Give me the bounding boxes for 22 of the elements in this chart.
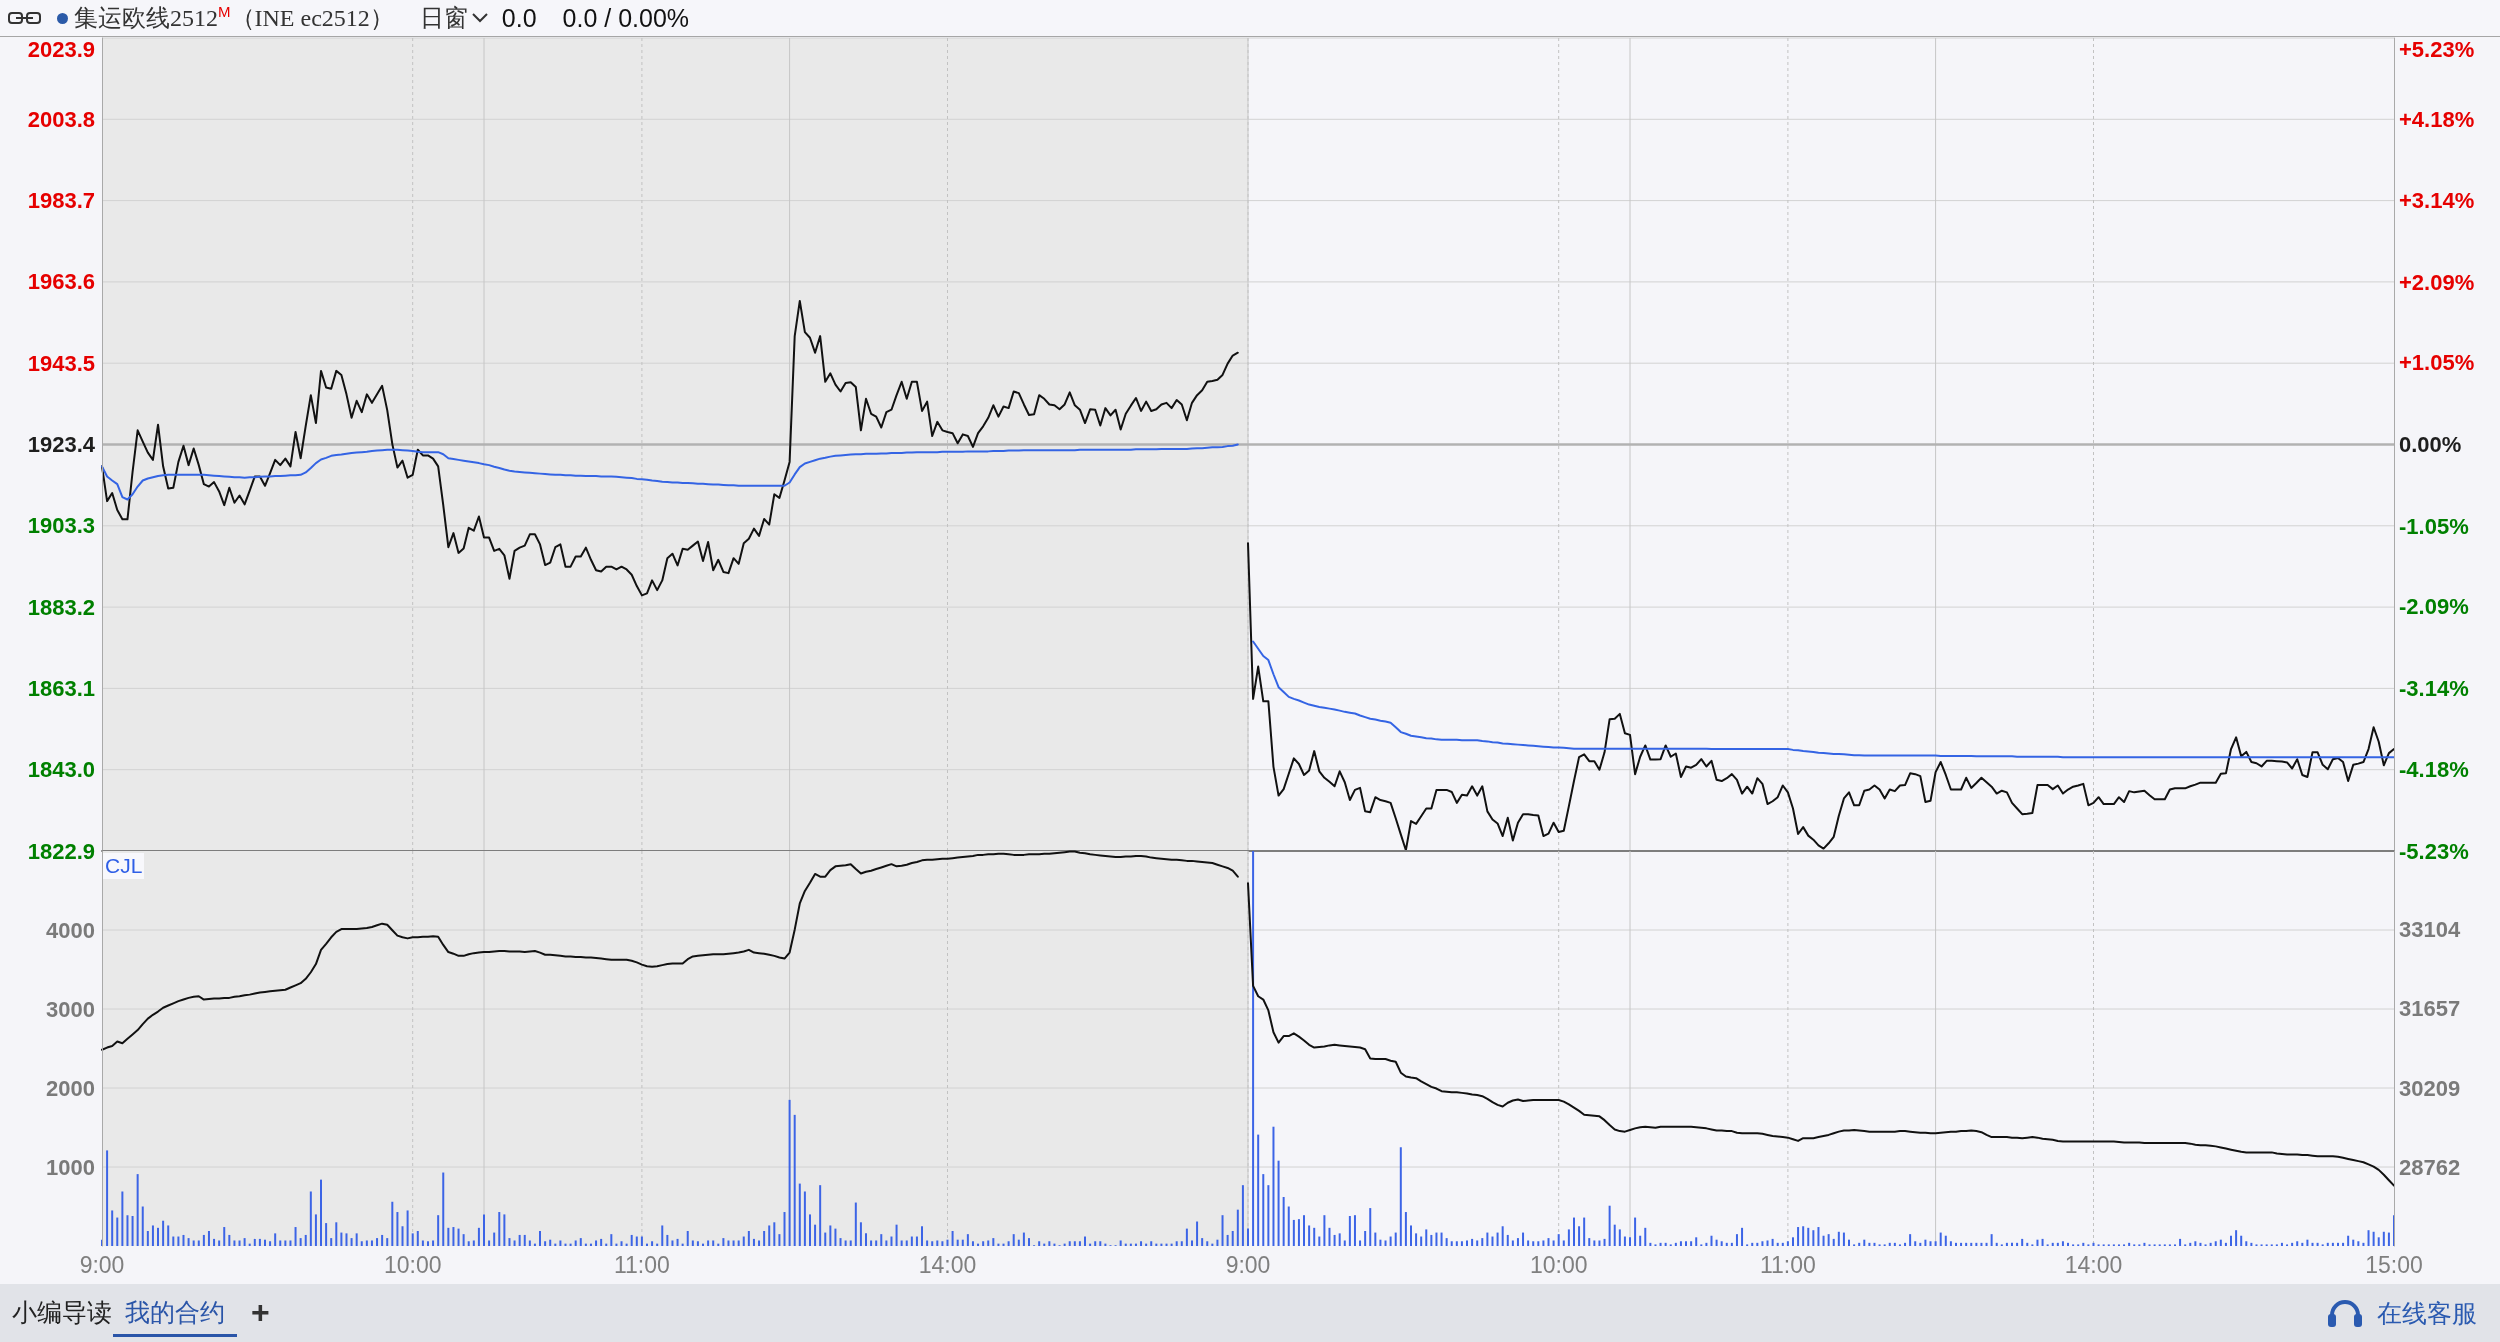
text: 我的合约 — [113, 1284, 237, 1337]
y-tick-label: 1000 — [46, 1154, 95, 1180]
x-tick-label: 14:00 — [2064, 1251, 2123, 1278]
y2-tick-label: 33104 — [2399, 917, 2461, 943]
x-tick-label: 10:00 — [1529, 1251, 1588, 1278]
x-tick-label: 11:00 — [1759, 1251, 1816, 1278]
x-tick-label: 9:00 — [1225, 1251, 1271, 1278]
y2-tick-label: 31657 — [2399, 996, 2461, 1022]
y2-tick-label: 30209 — [2399, 1075, 2461, 1101]
x-tick-label: 10:00 — [383, 1251, 442, 1278]
x-tick-label: 9:00 — [79, 1251, 125, 1278]
annotation: CJL — [103, 853, 145, 879]
text: 小编导读 — [12, 1297, 112, 1328]
y-tick-label: 4000 — [46, 917, 95, 943]
y2-tick-label: 28762 — [2399, 1154, 2461, 1180]
text: 在线客服 — [2377, 1297, 2477, 1329]
x-tick-label: 14:00 — [918, 1251, 977, 1278]
y-tick-label: 3000 — [46, 996, 95, 1022]
text: + — [251, 1293, 270, 1332]
x-tick-label: 11:00 — [613, 1251, 670, 1278]
x-tick-label: 15:00 — [2365, 1251, 2423, 1278]
y-tick-label: 2000 — [46, 1075, 95, 1101]
